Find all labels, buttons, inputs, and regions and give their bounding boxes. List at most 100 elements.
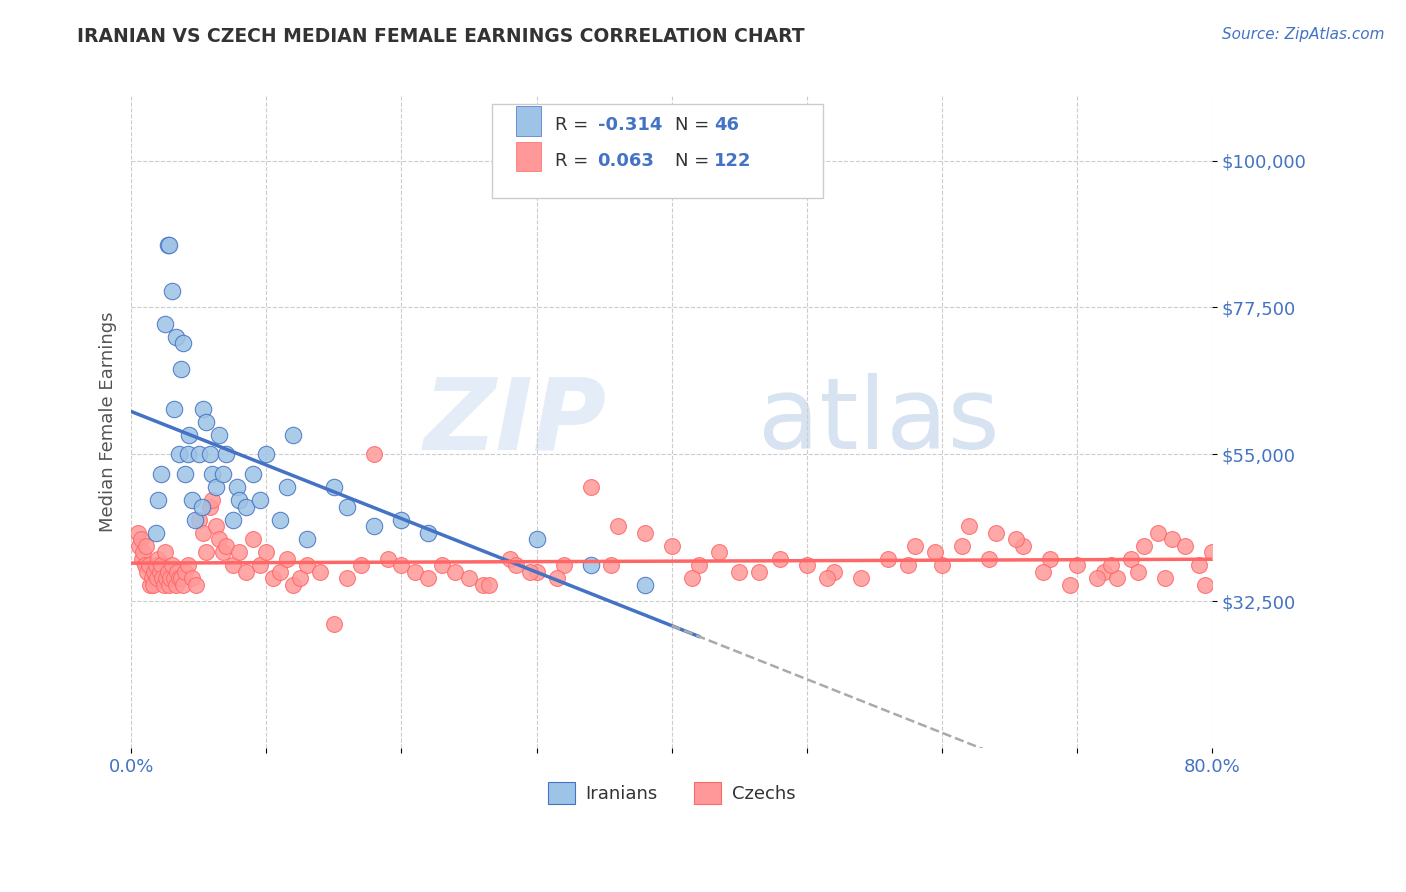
Point — [377, 551, 399, 566]
Y-axis label: Median Female Earnings: Median Female Earnings — [100, 311, 117, 532]
Point — [157, 238, 180, 252]
Point — [1147, 525, 1170, 540]
Point — [153, 317, 176, 331]
Point — [191, 401, 214, 416]
Point — [150, 571, 173, 585]
Point — [187, 447, 209, 461]
Point — [170, 571, 193, 585]
Point — [157, 578, 180, 592]
Point — [1119, 551, 1142, 566]
Point — [142, 578, 165, 592]
Point — [418, 525, 440, 540]
Point — [228, 545, 250, 559]
Point — [728, 565, 751, 579]
Point — [145, 525, 167, 540]
Point — [225, 480, 247, 494]
Point — [249, 558, 271, 573]
Point — [526, 532, 548, 546]
Point — [1187, 558, 1209, 573]
Point — [579, 558, 602, 573]
Point — [350, 558, 373, 573]
Point — [1005, 532, 1028, 546]
Point — [815, 571, 838, 585]
Point — [166, 565, 188, 579]
Point — [1092, 565, 1115, 579]
Point — [876, 551, 898, 566]
Point — [242, 532, 264, 546]
Point — [141, 571, 163, 585]
Point — [128, 539, 150, 553]
Point — [471, 578, 494, 592]
Point — [215, 447, 238, 461]
Point — [167, 447, 190, 461]
Point — [707, 545, 730, 559]
Point — [1153, 571, 1175, 585]
Point — [163, 401, 186, 416]
Point — [152, 578, 174, 592]
Point — [1160, 532, 1182, 546]
Point — [153, 545, 176, 559]
Point — [1174, 539, 1197, 553]
Point — [1032, 565, 1054, 579]
Point — [127, 525, 149, 540]
Point — [190, 500, 212, 514]
Point — [444, 565, 467, 579]
Text: atlas: atlas — [758, 373, 1000, 470]
Point — [184, 512, 207, 526]
Point — [155, 571, 177, 585]
Point — [208, 427, 231, 442]
Point — [430, 558, 453, 573]
Point — [979, 551, 1001, 566]
Point — [184, 578, 207, 592]
Point — [198, 447, 221, 461]
Point — [505, 558, 527, 573]
Point — [498, 551, 520, 566]
Text: N =: N = — [675, 116, 714, 134]
Point — [132, 545, 155, 559]
Point — [149, 558, 172, 573]
Text: R =: R = — [555, 116, 595, 134]
Point — [546, 571, 568, 585]
Point — [139, 578, 162, 592]
Point — [235, 500, 257, 514]
Point — [1133, 539, 1156, 553]
Point — [322, 480, 344, 494]
Point — [269, 512, 291, 526]
Point — [1012, 539, 1035, 553]
Point — [215, 539, 238, 553]
Point — [221, 512, 243, 526]
Point — [187, 512, 209, 526]
Point — [391, 512, 413, 526]
Point — [288, 571, 311, 585]
Point — [1039, 551, 1062, 566]
Text: IRANIAN VS CZECH MEDIAN FEMALE EARNINGS CORRELATION CHART: IRANIAN VS CZECH MEDIAN FEMALE EARNINGS … — [77, 27, 806, 45]
Text: -0.314: -0.314 — [598, 116, 662, 134]
Point — [599, 558, 621, 573]
Point — [553, 558, 575, 573]
Point — [167, 571, 190, 585]
Point — [134, 558, 156, 573]
Point — [363, 519, 385, 533]
Point — [212, 545, 235, 559]
Point — [519, 565, 541, 579]
Point — [156, 565, 179, 579]
Point — [391, 558, 413, 573]
Point — [177, 558, 200, 573]
Point — [254, 545, 277, 559]
Point — [661, 539, 683, 553]
Point — [201, 493, 224, 508]
Text: Source: ZipAtlas.com: Source: ZipAtlas.com — [1222, 27, 1385, 42]
Point — [458, 571, 481, 585]
Point — [322, 617, 344, 632]
Point — [681, 571, 703, 585]
Point — [205, 480, 228, 494]
Point — [174, 467, 197, 481]
Text: 0.063: 0.063 — [598, 152, 654, 169]
Point — [336, 500, 359, 514]
Point — [1215, 565, 1237, 579]
Point — [526, 565, 548, 579]
Point — [254, 447, 277, 461]
Point — [276, 551, 298, 566]
Point — [160, 558, 183, 573]
Text: ZIP: ZIP — [423, 373, 607, 470]
